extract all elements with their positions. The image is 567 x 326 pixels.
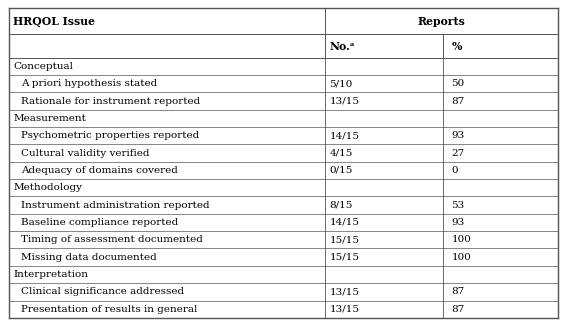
Text: Baseline compliance reported: Baseline compliance reported [21,218,178,227]
Text: 4/15: 4/15 [329,149,353,157]
Text: Instrument administration reported: Instrument administration reported [21,200,210,210]
Text: 13/15: 13/15 [329,305,359,314]
Text: 0: 0 [451,166,458,175]
Text: Measurement: Measurement [13,114,86,123]
Text: 15/15: 15/15 [329,235,359,244]
Text: 15/15: 15/15 [329,253,359,262]
Text: 0/15: 0/15 [329,166,353,175]
Text: 50: 50 [451,79,465,88]
Text: Psychometric properties reported: Psychometric properties reported [21,131,199,140]
Text: Conceptual: Conceptual [13,62,73,71]
Text: %: % [451,41,462,52]
Text: Missing data documented: Missing data documented [21,253,156,262]
Text: 13/15: 13/15 [329,96,359,106]
Text: 5/10: 5/10 [329,79,353,88]
Text: Adequacy of domains covered: Adequacy of domains covered [21,166,178,175]
Text: Timing of assessment documented: Timing of assessment documented [21,235,203,244]
Text: A priori hypothesis stated: A priori hypothesis stated [21,79,157,88]
Text: 87: 87 [451,287,465,296]
Text: 93: 93 [451,131,465,140]
Text: 100: 100 [451,253,471,262]
Text: HRQOL Issue: HRQOL Issue [13,16,95,27]
Text: 53: 53 [451,200,465,210]
Text: 8/15: 8/15 [329,200,353,210]
Text: Cultural validity verified: Cultural validity verified [21,149,150,157]
Text: Interpretation: Interpretation [13,270,88,279]
Text: 93: 93 [451,218,465,227]
Text: Reports: Reports [418,16,466,27]
Text: Clinical significance addressed: Clinical significance addressed [21,287,184,296]
Text: No.ᵃ: No.ᵃ [329,41,355,52]
Text: 14/15: 14/15 [329,218,359,227]
Text: 27: 27 [451,149,465,157]
Text: Methodology: Methodology [13,183,82,192]
Text: 13/15: 13/15 [329,287,359,296]
Text: 87: 87 [451,305,465,314]
Text: Presentation of results in general: Presentation of results in general [21,305,197,314]
Text: 87: 87 [451,96,465,106]
Text: Rationale for instrument reported: Rationale for instrument reported [21,96,200,106]
Text: 14/15: 14/15 [329,131,359,140]
Text: 100: 100 [451,235,471,244]
